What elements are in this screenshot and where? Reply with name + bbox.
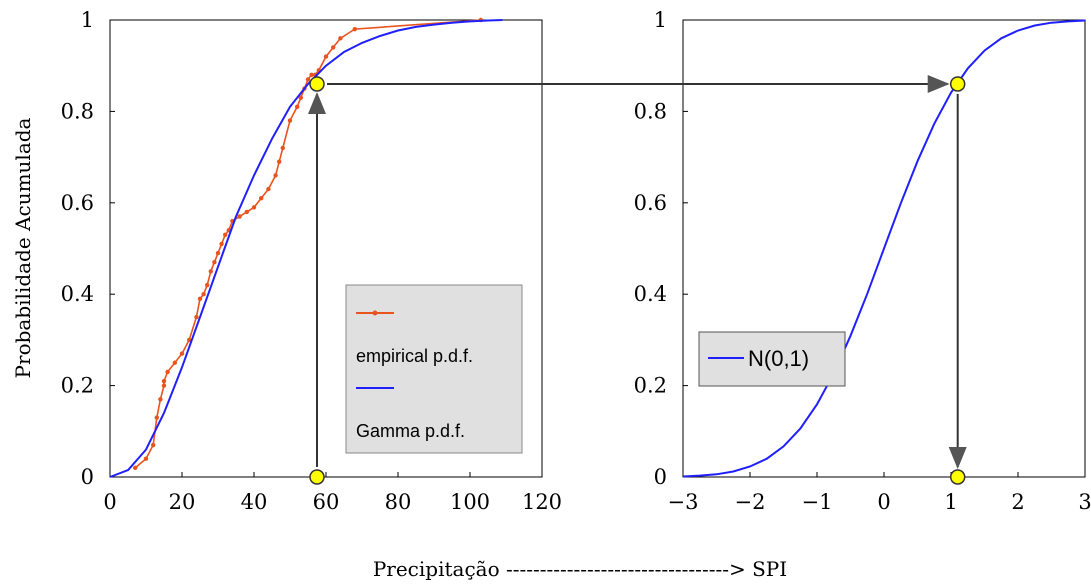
y-tick-label: 0 [81,465,94,489]
point-left-base [309,469,325,485]
x-tick-label: 60 [313,490,340,514]
data-point-empirical-p-d-f [143,456,149,461]
data-point-empirical-p-d-f [277,159,282,164]
data-point-empirical-p-d-f [151,442,156,448]
x-tick-label: 2 [1011,490,1024,514]
data-point-empirical-p-d-f [197,296,203,301]
data-point-empirical-p-d-f [212,260,217,265]
data-point-empirical-p-d-f [305,77,311,82]
data-point-empirical-p-d-f [295,104,300,110]
data-point-empirical-p-d-f [352,26,357,32]
data-point-empirical-p-d-f [165,369,170,375]
y-tick-label: 0 [654,465,667,489]
x-tick-label: 20 [169,490,196,514]
data-point-empirical-p-d-f [223,232,228,237]
y-tick-label: 0.4 [61,282,94,306]
y-tick-label: 0.8 [634,99,667,123]
data-point-empirical-p-d-f [158,397,163,402]
series-line-gamma-p-d-f [109,19,503,478]
x-tick-label: 80 [385,490,412,514]
data-point-empirical-p-d-f [259,196,264,201]
y-axis-label: Probabilidade Acumulada [11,117,35,378]
data-point-empirical-p-d-f [161,383,167,388]
x-tick-label: 1 [944,490,957,514]
data-point-empirical-p-d-f [133,465,138,471]
legend-left: empirical p.d.f. Gamma p.d.f. [345,284,523,454]
highlight-points [309,76,966,485]
transform-arrows [308,74,967,469]
x-tick-label: 120 [522,490,562,514]
data-point-empirical-p-d-f [194,314,199,320]
data-point-empirical-p-d-f [338,36,343,41]
data-point-empirical-p-d-f [280,145,285,151]
y-tick-label: 1 [81,8,94,32]
left-series [109,17,503,478]
legend-normal-label: N(0,1) [748,346,809,371]
y-tick-label: 0.4 [634,282,667,306]
data-point-empirical-p-d-f [172,360,177,365]
point-left-curve [309,76,325,92]
y-tick-label: 0.8 [61,99,94,123]
y-tick-label: 0.2 [634,374,667,398]
x-tick-label: 0 [103,490,116,514]
data-point-empirical-p-d-f [331,45,336,50]
left-ticks: 0 20 40 60 80 100 120 0 0.2 0.4 0.6 0.8 1 [61,8,562,514]
y-tick-label: 0.6 [61,191,94,215]
data-point-empirical-p-d-f [161,378,167,384]
data-point-empirical-p-d-f [251,205,257,210]
data-point-empirical-p-d-f [205,282,210,288]
data-point-empirical-p-d-f [273,173,278,178]
data-point-empirical-p-d-f [219,241,224,247]
y-tick-label: 0.2 [61,374,94,398]
data-point-empirical-p-d-f [298,95,303,100]
x-tick-label: −2 [735,490,766,514]
data-point-empirical-p-d-f [266,186,271,192]
data-point-empirical-p-d-f [187,337,192,343]
point-right-base [949,469,966,485]
x-tick-label: 40 [241,490,268,514]
data-point-empirical-p-d-f [215,250,221,256]
point-right-curve [949,76,966,92]
right-series [682,19,1086,478]
x-tick-label: −1 [802,490,833,514]
data-point-empirical-p-d-f [309,72,314,78]
series-line-n-0-1 [682,19,1086,478]
y-tick-label: 0.6 [634,191,667,215]
legend-empirical-label: empirical p.d.f. [356,346,473,366]
y-tick-label: 1 [654,8,667,32]
legend-empirical-marker [372,310,378,316]
data-point-empirical-p-d-f [287,118,293,123]
legend-gamma-label: Gamma p.d.f. [356,421,465,441]
x-tick-label: 3 [1078,490,1091,514]
data-point-empirical-p-d-f [201,292,206,297]
x-tick-label: −3 [668,490,699,514]
right-ticks: −3 −2 −1 0 1 2 3 0 0.2 0.4 0.6 0.8 1 [634,8,1091,514]
data-point-empirical-p-d-f [154,415,159,420]
x-caption: Precipitação ---------------------------… [373,557,787,581]
x-tick-label: 100 [450,490,490,514]
data-point-empirical-p-d-f [323,54,329,59]
data-point-empirical-p-d-f [237,214,242,219]
x-tick-label: 0 [877,490,890,514]
legend-right: N(0,1) [698,331,846,387]
data-point-empirical-p-d-f [179,351,185,356]
data-point-empirical-p-d-f [244,209,249,215]
data-point-empirical-p-d-f [208,269,213,274]
